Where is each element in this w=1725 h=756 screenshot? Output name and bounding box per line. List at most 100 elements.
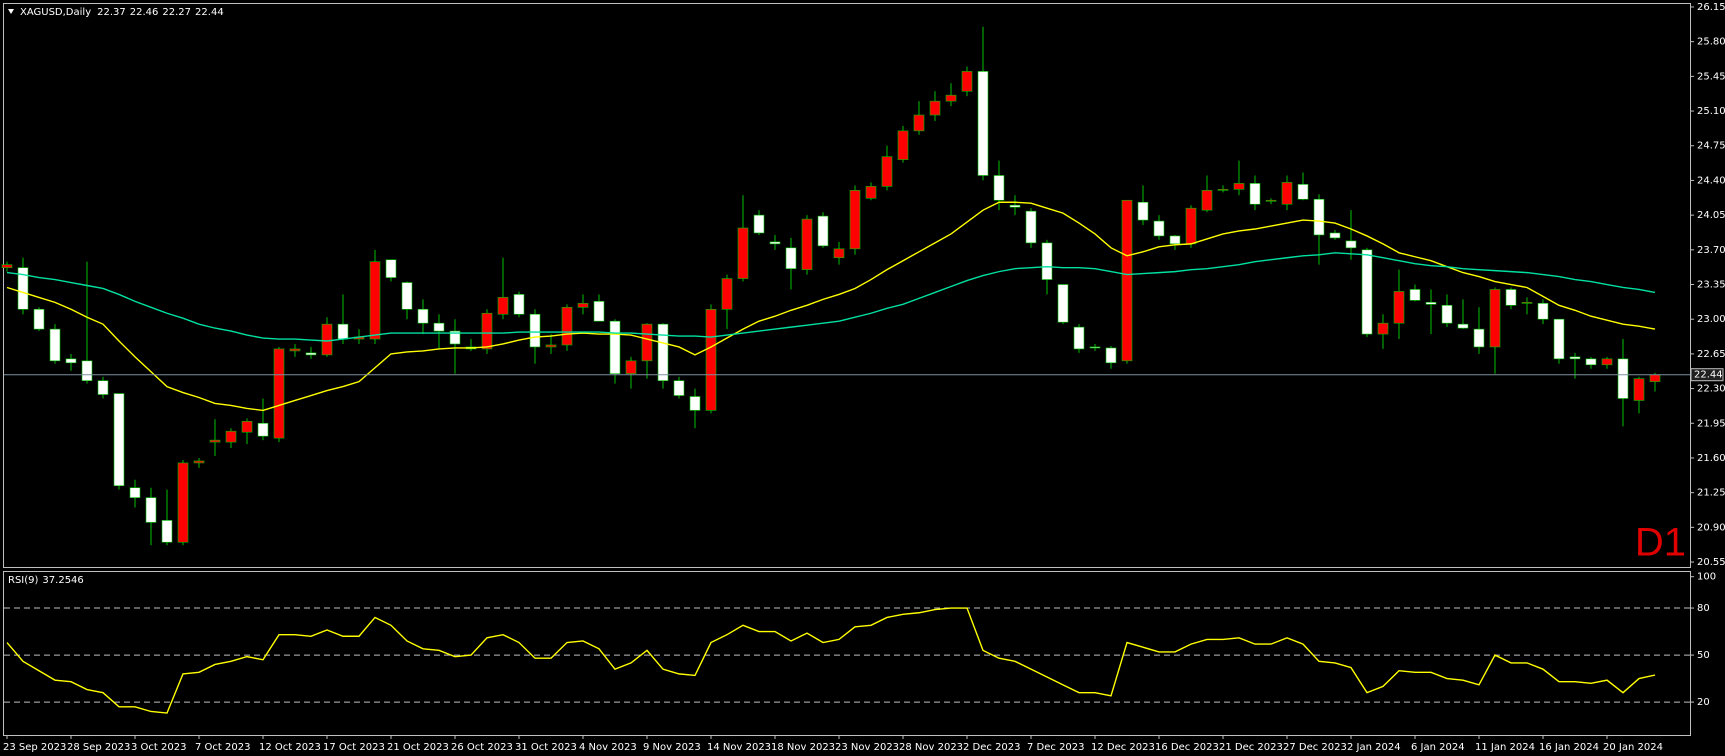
candle-body [1473,328,1485,348]
y-tick-label: 23.35 [1697,280,1725,291]
x-tick-label: 21 Oct 2023 [387,742,449,753]
y-tick-label: 20.55 [1697,557,1725,568]
candle-body [177,462,189,543]
candle-body [65,358,77,364]
candle-body [721,278,733,310]
candle-body [49,328,61,362]
low-value: 22.27 [162,7,191,18]
candle-body [225,430,237,443]
y-tick-label: 22.30 [1697,384,1725,395]
candle-body [1361,249,1373,335]
candle-body [753,214,765,234]
candle-body [257,422,269,437]
candle-body [1121,199,1133,362]
rsi-title: RSI(9) 37.2546 [8,575,84,586]
y-tick-label: 24.75 [1697,141,1725,152]
y-tick-label: 50 [1697,650,1710,661]
candle-body [689,396,701,411]
candle-body [1441,305,1453,324]
candle-body [657,323,669,381]
y-tick-label: 20.90 [1697,522,1725,533]
open-value: 22.37 [97,7,126,18]
candle-body [1617,358,1629,399]
candle-body [817,215,829,247]
candle-body [593,301,605,322]
y-tick-label: 24.05 [1697,210,1725,221]
y-tick-label: 21.95 [1697,418,1725,429]
candle-body [433,322,445,332]
y-tick-label: 23.70 [1697,245,1725,256]
candle-body [1105,347,1117,364]
x-tick-label: 23 Sep 2023 [3,742,66,753]
candle-body [1537,303,1549,320]
candle-body [1089,346,1101,349]
candle-body [1457,323,1469,329]
candle-body [1169,235,1181,245]
candle-body [97,380,109,395]
candle-body [1153,220,1165,237]
y-tick-label: 22.65 [1697,349,1725,360]
candle-body [1313,198,1325,236]
x-tick-label: 6 Jan 2024 [1411,742,1465,753]
x-tick-label: 28 Sep 2023 [67,742,130,753]
candle-body [1137,201,1149,221]
y-tick-label: 23.00 [1697,314,1725,325]
candle-body [769,241,781,245]
y-tick-label: 25.10 [1697,106,1725,117]
y-tick-label: 24.40 [1697,175,1725,186]
x-tick-label: 7 Dec 2023 [1027,742,1085,753]
candle-body [1041,242,1053,280]
candle-body [1329,232,1341,239]
close-value: 22.44 [195,7,224,18]
candle-body [1025,210,1037,244]
rsi-name: RSI(9) [8,575,39,586]
candle-body [1377,322,1389,335]
candle-body [161,520,173,543]
candle-body [1393,291,1405,324]
candle-body [1489,289,1501,348]
candle-body [1345,240,1357,249]
y-tick-label: 21.60 [1697,453,1725,464]
x-tick-label: 12 Dec 2023 [1091,742,1155,753]
candle-body [417,308,429,324]
x-tick-label: 20 Jan 2024 [1603,742,1663,753]
candle-body [305,352,317,356]
x-tick-label: 28 Nov 2023 [899,742,963,753]
timeframe-label: D1 [1635,521,1686,565]
candle-body [1569,356,1581,360]
candle-body [609,320,621,375]
y-tick-label: 80 [1697,603,1710,614]
candle-body [1057,284,1069,323]
rsi-value: 37.2546 [42,575,83,586]
candle-body [545,344,557,348]
x-tick-label: 23 Nov 2023 [835,742,899,753]
x-tick-label: 11 Jan 2024 [1475,742,1535,753]
high-value: 22.46 [130,7,159,18]
candle-body [1297,184,1309,200]
candle-body [1249,183,1261,205]
candle-body [865,186,877,199]
price-label: 22.44 [1694,370,1723,381]
candle-body [833,248,845,259]
candle-body [449,330,461,345]
candle-body [1585,358,1597,366]
x-tick-label: 31 Oct 2023 [515,742,577,753]
rsi-line [6,607,1656,714]
x-tick-label: 9 Nov 2023 [643,742,701,753]
main-panel [3,3,1691,568]
candle-body [913,114,925,132]
x-tick-label: 21 Dec 2023 [1219,742,1283,753]
candle-body [385,259,397,278]
candle-body [1265,199,1277,202]
price-box [1690,368,1724,382]
candle-body [1217,189,1229,191]
y-tick-label: 20 [1697,697,1710,708]
x-tick-label: 26 Oct 2023 [451,742,513,753]
candle-body [241,420,253,433]
candle-body [513,294,525,315]
candle-body [17,267,29,310]
candle-body [209,439,221,443]
candle-body [1601,358,1613,366]
candle-body [673,380,685,396]
